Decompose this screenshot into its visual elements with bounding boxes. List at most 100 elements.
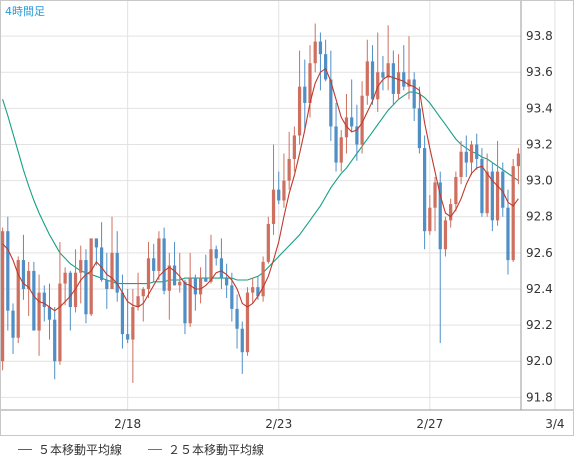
candle-body-up: [287, 158, 291, 181]
legend: ５本移動平均線 ２５本移動平均線: [0, 436, 574, 462]
x-tick-label: 2/18: [114, 417, 141, 431]
candle-body-up: [79, 260, 83, 273]
y-tick-label: 91.8: [526, 390, 553, 404]
x-tick-label: 2/27: [416, 417, 443, 431]
candlestick-chart: 91.8 92.0 92.2 92.4 92.6 92.8 93.0 93.2 93.4 93.6…: [0, 0, 574, 436]
y-tick-label: 93.2: [526, 137, 553, 151]
candle-body-down: [235, 308, 239, 329]
candle-body-down: [277, 189, 281, 201]
candle-body-up: [407, 79, 411, 87]
candle-body-down: [32, 270, 36, 331]
candle-body-down: [99, 247, 104, 280]
candle-body-down: [47, 307, 52, 320]
candle-body-up: [188, 278, 192, 324]
candle-body-down: [68, 272, 72, 308]
candle-body-down: [120, 292, 125, 335]
candle-body-down: [402, 72, 406, 87]
candle-body-down: [329, 79, 333, 127]
candle-body-down: [183, 281, 187, 324]
candle-body-up: [146, 258, 151, 289]
candle-body-up: [73, 272, 78, 308]
y-tick-label: 92.8: [526, 210, 553, 224]
x-tick-label: 2/23: [265, 417, 292, 431]
candle-body-down: [152, 258, 156, 271]
candle-body-down: [334, 126, 338, 163]
candle-body-up: [459, 151, 463, 178]
candle-body-down: [480, 158, 484, 214]
candle-body-down: [355, 126, 359, 145]
candle-body-down: [475, 144, 479, 159]
candle-body-up: [209, 249, 213, 282]
candle-body-down: [115, 252, 119, 293]
y-tick-label: 92.0: [526, 354, 553, 368]
candle-body-up: [261, 261, 265, 297]
candle-body-up: [443, 220, 448, 250]
legend-item-ma25: ２５本移動平均線: [148, 441, 264, 458]
candle-body-down: [256, 287, 260, 297]
candle-body-up: [58, 283, 62, 362]
candle-body-down: [94, 238, 99, 248]
candle-body-down: [214, 249, 218, 259]
y-tick-label: 93.0: [526, 174, 553, 188]
legend-item-ma5: ５本移動平均線: [18, 441, 122, 458]
candle-body-down: [172, 265, 177, 286]
candle-body-down: [11, 310, 15, 338]
candle-body-down: [381, 72, 385, 78]
candle-body-up: [433, 182, 437, 208]
candle-body-down: [105, 279, 109, 289]
ma5-line: [2, 67, 519, 312]
candle-body-up: [297, 86, 302, 136]
candle-body-up: [469, 144, 474, 163]
candle-body-up: [266, 223, 270, 262]
candle-body-down: [412, 79, 416, 109]
candle-body-up: [251, 287, 255, 293]
candles: [0, 23, 521, 383]
candle-body-up: [157, 238, 161, 271]
candle-body-up: [454, 177, 458, 205]
candle-body-up: [131, 307, 135, 340]
candle-body-down: [506, 207, 510, 261]
candle-body-down: [219, 258, 224, 279]
candle-body-up: [110, 252, 114, 289]
candle-body-down: [204, 278, 208, 282]
y-tick-label: 93.4: [526, 101, 553, 115]
candle-body-up: [16, 260, 20, 338]
candle-body-up: [167, 265, 171, 291]
candle-body-up: [292, 135, 296, 159]
candle-body-down: [391, 63, 395, 94]
candle-body-up: [396, 72, 401, 94]
candle-body-up: [449, 204, 453, 221]
legend-label-ma25: ２５本移動平均線: [168, 443, 265, 457]
candle-body-up: [360, 95, 364, 145]
candle-body-up: [89, 238, 93, 315]
candle-body-down: [162, 238, 166, 291]
candle-body-up: [485, 171, 489, 214]
candle-body-up: [365, 61, 369, 96]
y-tick-label: 93.8: [526, 29, 553, 43]
candle-body-up: [313, 41, 317, 64]
x-tick-label: 3/4: [545, 417, 564, 431]
candle-body-up: [63, 272, 67, 284]
y-tick-label: 92.2: [526, 318, 553, 332]
candle-body-up: [245, 292, 250, 353]
ma5-layer: [2, 67, 519, 312]
candle-body-down: [225, 278, 229, 286]
candle-body-down: [230, 285, 234, 309]
candle-body-up: [178, 281, 182, 286]
chart-frame: [0, 0, 574, 436]
candle-body-up: [37, 292, 41, 331]
candle-body-up: [344, 117, 349, 138]
candle-body-up: [136, 296, 140, 308]
legend-label-ma5: ５本移動平均線: [38, 443, 123, 457]
candle-body-down: [126, 334, 130, 340]
candle-body-down: [350, 117, 354, 127]
candle-body-up: [386, 63, 390, 78]
candle-body-down: [53, 319, 57, 362]
candle-body-down: [318, 41, 323, 55]
candle-body-down: [422, 148, 427, 232]
timeframe-label: 4時間足: [5, 5, 45, 18]
candle-body-up: [141, 288, 145, 297]
candle-body-down: [490, 171, 494, 221]
candle-body-down: [84, 260, 88, 315]
candle-body-up: [282, 180, 286, 201]
